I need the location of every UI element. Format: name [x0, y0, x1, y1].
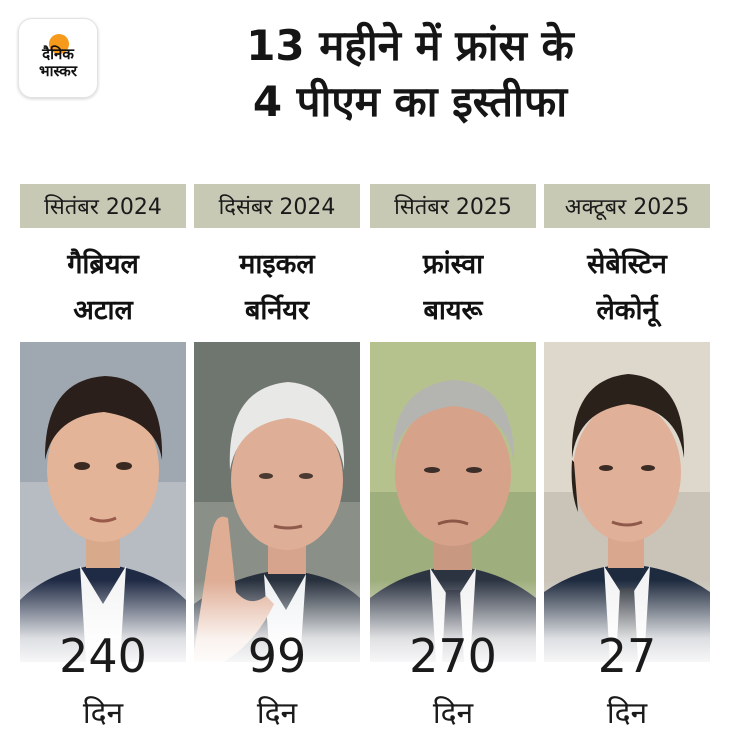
pm-portrait-lecornu: [544, 342, 710, 662]
logo-text-line2: भास्कर: [39, 62, 77, 80]
pm-card-lecornu: अक्टूबर 2025 सेबेस्टिन लेकोर्नू 27: [544, 184, 710, 750]
pm-card-bayrou: सितंबर 2025 फ्रांस्वा बायरू 270 दिन: [370, 184, 536, 750]
pm-name-line1: सेबेस्टिन: [587, 249, 667, 280]
days-in-office: 99: [247, 629, 307, 683]
tenure-start-date: दिसंबर 2024: [194, 184, 360, 228]
pm-name-line1: माइकल: [239, 249, 315, 280]
tenure-start-date: अक्टूबर 2025: [544, 184, 710, 228]
pm-name: सेबेस्टिन लेकोर्नू: [544, 242, 710, 334]
pm-name: गैब्रियल अटाल: [20, 242, 186, 334]
days-in-office: 240: [59, 629, 147, 683]
pm-columns: सितंबर 2024 गैब्रियल अटाल 240 दिन द: [20, 184, 710, 750]
pm-name-line1: फ्रांस्वा: [422, 249, 484, 280]
days-in-office: 270: [409, 629, 497, 683]
sun-logo-icon: [49, 34, 69, 54]
pm-name: फ्रांस्वा बायरू: [370, 242, 536, 334]
pm-name-line2: अटाल: [73, 295, 133, 326]
days-unit: दिन: [432, 696, 474, 731]
pm-name-line2: बर्नियर: [244, 295, 310, 326]
pm-portrait-bayrou: [370, 342, 536, 662]
headline-line1: 13 महीने में फ्रांस के: [246, 21, 574, 70]
days-in-office: 27: [597, 629, 657, 683]
pm-portrait-attal: [20, 342, 186, 662]
pm-name-line1: गैब्रियल: [67, 249, 139, 280]
tenure-start-date: सितंबर 2025: [370, 184, 536, 228]
days-unit: दिन: [82, 696, 124, 731]
pm-name-line2: बायरू: [423, 295, 483, 326]
pm-name: माइकल बर्नियर: [194, 242, 360, 334]
tenure-start-date: सितंबर 2024: [20, 184, 186, 228]
pm-name-line2: लेकोर्नू: [596, 295, 658, 326]
days-unit: दिन: [606, 696, 648, 731]
headline: 13 महीने में फ्रांस के 4 पीएम का इस्तीफा: [110, 18, 710, 130]
dainik-bhaskar-logo: दैनिक भास्कर: [18, 18, 98, 98]
headline-line2: 4 पीएम का इस्तीफा: [252, 77, 568, 126]
days-unit: दिन: [256, 696, 298, 731]
pm-card-barnier: दिसंबर 2024 माइकल बर्नियर 99 दिन: [194, 184, 360, 750]
logo-text-line1: दैनिक: [42, 45, 74, 63]
pm-card-attal: सितंबर 2024 गैब्रियल अटाल 240 दिन: [20, 184, 186, 750]
pm-portrait-barnier: [194, 342, 360, 662]
